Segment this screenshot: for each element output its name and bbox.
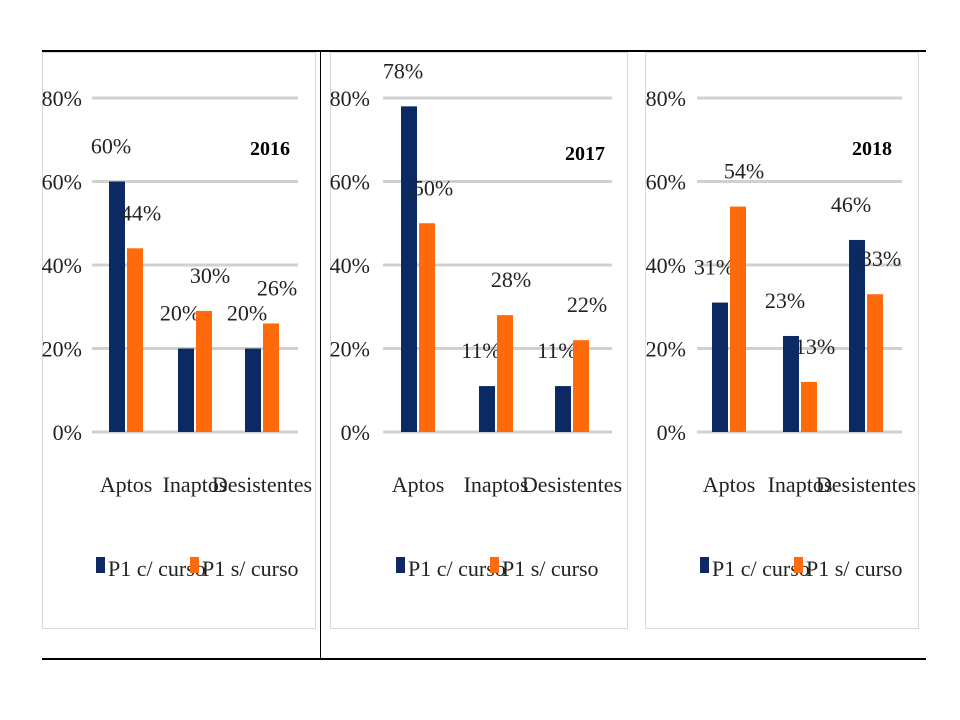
bar-p1-sem-curso xyxy=(801,381,817,432)
legend-swatch-p1-com-curso xyxy=(96,557,105,573)
bar-p1-sem-curso xyxy=(127,248,143,432)
y-tick-label: 0% xyxy=(341,420,370,445)
data-label: 20% xyxy=(227,301,267,326)
x-category-label: Inaptos xyxy=(464,472,529,497)
data-label: 11% xyxy=(461,338,501,363)
bottom-rule xyxy=(42,658,926,660)
legend-swatch-p1-sem-curso xyxy=(490,557,499,573)
chart-title: 2016 xyxy=(250,138,290,160)
data-label: 54% xyxy=(724,159,764,184)
x-category-label: Desistentes xyxy=(816,472,916,497)
y-tick-label: 0% xyxy=(53,420,82,445)
legend-label: P1 c/ curso xyxy=(108,556,206,581)
legend-swatch-p1-com-curso xyxy=(396,557,405,573)
x-category-label: Inaptos xyxy=(768,472,833,497)
y-tick-label: 20% xyxy=(330,337,370,362)
legend-swatch-p1-sem-curso xyxy=(190,557,199,573)
data-label: 13% xyxy=(795,334,835,359)
chart-title: 2017 xyxy=(565,143,605,165)
data-label: 33% xyxy=(861,246,901,271)
data-label: 22% xyxy=(567,292,607,317)
data-label: 28% xyxy=(491,267,531,292)
y-tick-label: 80% xyxy=(42,86,82,111)
data-label: 31% xyxy=(694,255,734,280)
x-category-label: Desistentes xyxy=(212,472,312,497)
y-tick-label: 80% xyxy=(330,86,370,111)
data-label: 20% xyxy=(160,301,200,326)
x-category-label: Aptos xyxy=(100,472,153,497)
y-tick-label: 60% xyxy=(42,170,82,195)
x-category-label: Desistentes xyxy=(522,472,622,497)
data-label: 26% xyxy=(257,275,297,300)
legend-label: P1 s/ curso xyxy=(806,556,903,581)
data-label: 23% xyxy=(765,288,805,313)
data-label: 60% xyxy=(91,134,131,159)
bar-p1-com-curso xyxy=(555,386,571,432)
data-label: 11% xyxy=(537,338,577,363)
bar-p1-com-curso xyxy=(479,386,495,432)
x-category-label: Aptos xyxy=(392,472,445,497)
y-tick-label: 60% xyxy=(646,170,686,195)
data-label: 44% xyxy=(121,200,161,225)
bar-p1-com-curso xyxy=(178,348,194,432)
top-rule xyxy=(42,50,926,52)
bar-p1-com-curso xyxy=(783,335,799,432)
y-tick-label: 80% xyxy=(646,86,686,111)
data-label: 78% xyxy=(383,58,423,83)
bar-p1-com-curso xyxy=(849,239,865,432)
bar-p1-com-curso xyxy=(401,106,417,432)
bar-p1-sem-curso xyxy=(419,223,435,432)
legend-swatch-p1-sem-curso xyxy=(794,557,803,573)
data-label: 46% xyxy=(831,192,871,217)
bar-p1-sem-curso xyxy=(196,310,212,432)
y-tick-label: 40% xyxy=(646,253,686,278)
y-tick-label: 40% xyxy=(42,253,82,278)
y-tick-label: 60% xyxy=(330,170,370,195)
chart-title: 2018 xyxy=(852,138,892,160)
bar-p1-com-curso xyxy=(109,181,125,432)
legend-label: P1 s/ curso xyxy=(502,556,599,581)
x-category-label: Aptos xyxy=(703,472,756,497)
bar-p1-com-curso xyxy=(712,302,728,432)
vertical-divider xyxy=(320,50,321,660)
y-tick-label: 20% xyxy=(646,337,686,362)
legend-swatch-p1-com-curso xyxy=(700,557,709,573)
bar-p1-com-curso xyxy=(245,348,261,432)
bar-p1-sem-curso xyxy=(730,206,746,432)
bar-p1-sem-curso xyxy=(497,315,513,432)
legend-label: P1 c/ curso xyxy=(712,556,810,581)
y-tick-label: 20% xyxy=(42,337,82,362)
bar-p1-sem-curso xyxy=(573,340,589,432)
x-category-label: Inaptos xyxy=(163,472,228,497)
y-tick-label: 40% xyxy=(330,253,370,278)
bar-p1-sem-curso xyxy=(867,294,883,432)
legend-label: P1 c/ curso xyxy=(408,556,506,581)
legend-label: P1 s/ curso xyxy=(202,556,299,581)
bar-p1-sem-curso xyxy=(263,323,279,432)
data-label: 30% xyxy=(190,263,230,288)
y-tick-label: 0% xyxy=(657,420,686,445)
data-label: 50% xyxy=(413,175,453,200)
